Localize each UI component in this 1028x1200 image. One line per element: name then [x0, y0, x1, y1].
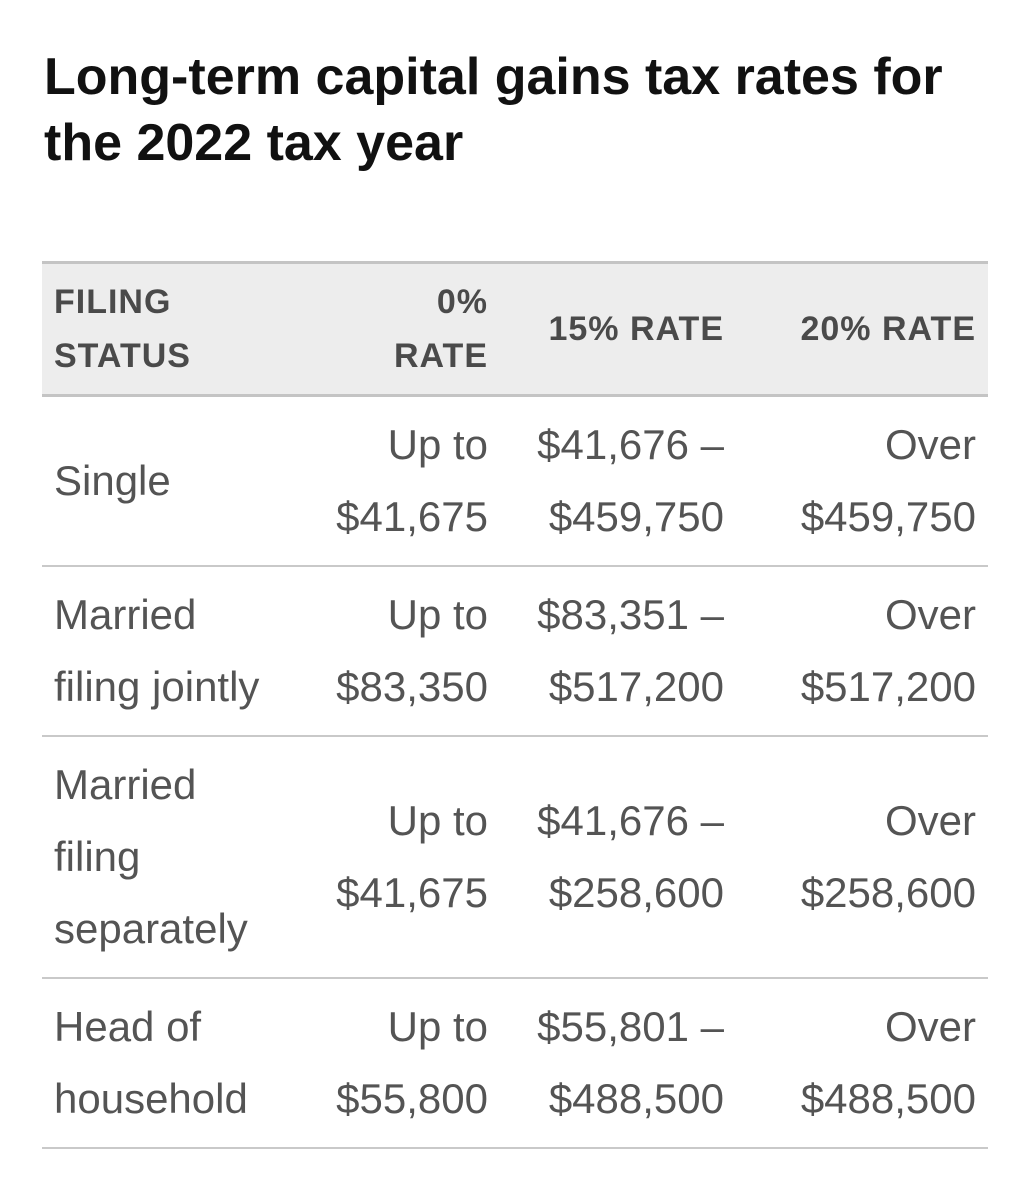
cell-filing-status: Married filing separately — [42, 736, 324, 978]
header-15-rate: 15% RATE — [548, 310, 724, 348]
cell-15-rate: $41,676 – $258,600 — [500, 736, 736, 978]
table-row-head-of-household: Head of household Up to $55,800 $55,801 … — [42, 978, 988, 1148]
cell-filing-status: Head of household — [42, 978, 324, 1148]
cell-line: $517,200 — [800, 663, 976, 710]
cell-line: $41,676 – — [537, 421, 724, 468]
header-row: FILING STATUS 0% RATE 15% RATE 20% RATE — [42, 262, 988, 396]
cell-20-rate: Over $488,500 — [736, 978, 988, 1148]
cell-line: $83,350 — [336, 663, 488, 710]
cell-line: separately — [54, 905, 248, 952]
cell-line: $41,676 – — [537, 797, 724, 844]
cell-line: $459,750 — [548, 493, 724, 540]
cell-line: $258,600 — [800, 869, 976, 916]
cell-line: Married — [54, 591, 197, 638]
cell-line: Married — [54, 761, 197, 808]
cell-0-rate: Up to $41,675 — [324, 396, 500, 567]
cell-filing-status: Married filing jointly — [42, 566, 324, 736]
cell-line: Up to — [387, 1003, 488, 1050]
cell-line: Over — [884, 1003, 976, 1050]
cell-line: $258,600 — [548, 869, 724, 916]
cell-line: Up to — [387, 797, 488, 844]
cell-15-rate: $55,801 – $488,500 — [500, 978, 736, 1148]
cell-line: filing jointly — [54, 663, 260, 710]
table-row-single: Single Up to $41,675 $41,676 – $459,750 … — [42, 396, 988, 567]
cell-line: Up to — [387, 591, 488, 638]
cell-line: Over — [884, 421, 976, 468]
cell-0-rate: Up to $83,350 — [324, 566, 500, 736]
cell-line: Single — [54, 457, 171, 504]
cell-20-rate: Over $459,750 — [736, 396, 988, 567]
cell-line: $41,675 — [336, 493, 488, 540]
cell-line: Head of — [54, 1003, 202, 1050]
cell-line: $55,800 — [336, 1075, 488, 1122]
cell-line: Over — [884, 797, 976, 844]
cell-line: $488,500 — [800, 1075, 976, 1122]
cell-line: filing — [54, 833, 141, 880]
cell-line: $41,675 — [336, 869, 488, 916]
cell-line: household — [54, 1075, 248, 1122]
tax-rates-table-container: FILING STATUS 0% RATE 15% RATE 20% RATE … — [42, 261, 988, 1149]
cell-filing-status: Single — [42, 396, 324, 567]
table-row-married-separately: Married filing separately Up to $41,675 … — [42, 736, 988, 978]
cell-line: Up to — [387, 421, 488, 468]
cell-15-rate: $41,676 – $459,750 — [500, 396, 736, 567]
cell-20-rate: Over $517,200 — [736, 566, 988, 736]
cell-line: Over — [884, 591, 976, 638]
cell-line: $459,750 — [800, 493, 976, 540]
header-filing-status-line: STATUS — [54, 337, 191, 375]
cell-20-rate: Over $258,600 — [736, 736, 988, 978]
cell-line: $83,351 – — [537, 591, 724, 638]
cell-line: $517,200 — [548, 663, 724, 710]
tax-rates-table: FILING STATUS 0% RATE 15% RATE 20% RATE … — [42, 261, 988, 1149]
header-filing-status: FILING STATUS — [42, 263, 324, 396]
header-filing-status-line: FILING — [54, 283, 172, 321]
header-0-rate: 0% RATE — [393, 283, 488, 375]
page-title: Long-term capital gains tax rates for th… — [44, 48, 943, 172]
header-20-rate: 20% RATE — [800, 310, 976, 348]
cell-15-rate: $83,351 – $517,200 — [500, 566, 736, 736]
cell-0-rate: Up to $55,800 — [324, 978, 500, 1148]
cell-0-rate: Up to $41,675 — [324, 736, 500, 978]
cell-line: $55,801 – — [537, 1003, 724, 1050]
table-header: FILING STATUS 0% RATE 15% RATE 20% RATE — [42, 262, 988, 396]
table-row-married-jointly: Married filing jointly Up to $83,350 $83… — [42, 566, 988, 736]
table-body: Single Up to $41,675 $41,676 – $459,750 … — [42, 396, 988, 1148]
cell-line: $488,500 — [548, 1075, 724, 1122]
